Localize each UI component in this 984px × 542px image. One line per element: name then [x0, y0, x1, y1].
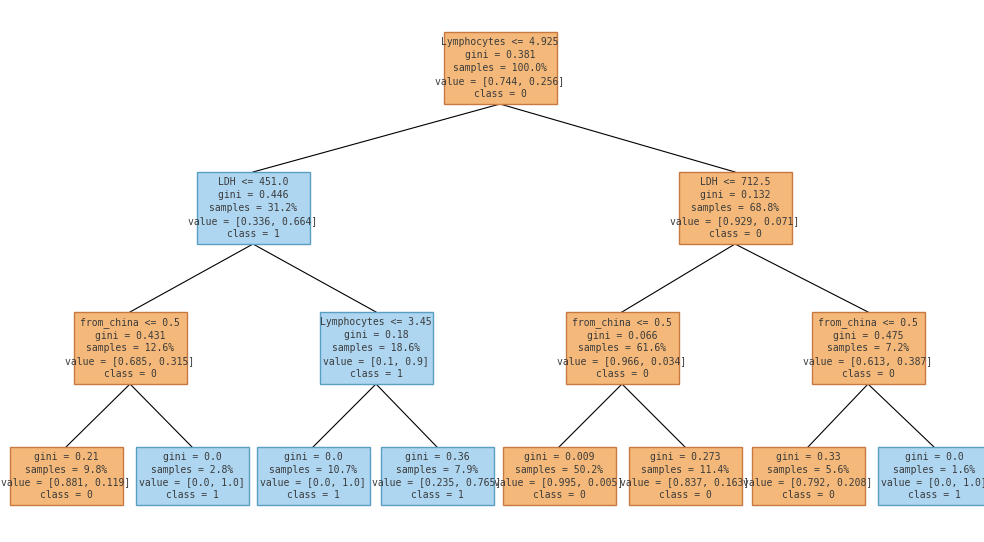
- FancyBboxPatch shape: [10, 447, 122, 505]
- FancyBboxPatch shape: [257, 447, 370, 505]
- Text: Lymphocytes <= 4.925
gini = 0.381
samples = 100.0%
value = [0.744, 0.256]
class : Lymphocytes <= 4.925 gini = 0.381 sample…: [435, 37, 565, 99]
- FancyBboxPatch shape: [197, 172, 310, 244]
- FancyBboxPatch shape: [136, 447, 249, 505]
- Text: gini = 0.0
samples = 10.7%
value = [0.0, 1.0]
class = 1: gini = 0.0 samples = 10.7% value = [0.0,…: [260, 452, 366, 500]
- FancyBboxPatch shape: [566, 312, 679, 384]
- FancyBboxPatch shape: [320, 312, 433, 384]
- Text: from_china <= 0.5
gini = 0.066
samples = 61.6%
value = [0.966, 0.034]
class = 0: from_china <= 0.5 gini = 0.066 samples =…: [557, 317, 687, 379]
- FancyBboxPatch shape: [381, 447, 494, 505]
- FancyBboxPatch shape: [752, 447, 865, 505]
- FancyBboxPatch shape: [878, 447, 984, 505]
- FancyBboxPatch shape: [679, 172, 791, 244]
- Text: gini = 0.273
samples = 11.4%
value = [0.837, 0.163]
class = 0: gini = 0.273 samples = 11.4% value = [0.…: [620, 452, 750, 500]
- FancyBboxPatch shape: [503, 447, 616, 505]
- Text: from_china <= 0.5
gini = 0.475
samples = 7.2%
value = [0.613, 0.387]
class = 0: from_china <= 0.5 gini = 0.475 samples =…: [803, 317, 933, 379]
- Text: gini = 0.36
samples = 7.9%
value = [0.235, 0.765]
class = 1: gini = 0.36 samples = 7.9% value = [0.23…: [372, 452, 502, 500]
- Text: from_china <= 0.5
gini = 0.431
samples = 12.6%
value = [0.685, 0.315]
class = 0: from_china <= 0.5 gini = 0.431 samples =…: [65, 317, 195, 379]
- Text: gini = 0.0
samples = 1.6%
value = [0.0, 1.0]
class = 1: gini = 0.0 samples = 1.6% value = [0.0, …: [881, 452, 984, 500]
- FancyBboxPatch shape: [812, 312, 925, 384]
- Text: Lymphocytes <= 3.45
gini = 0.18
samples = 18.6%
value = [0.1, 0.9]
class = 1: Lymphocytes <= 3.45 gini = 0.18 samples …: [320, 318, 432, 379]
- Text: gini = 0.33
samples = 5.6%
value = [0.792, 0.208]
class = 0: gini = 0.33 samples = 5.6% value = [0.79…: [743, 452, 873, 500]
- FancyBboxPatch shape: [444, 32, 557, 104]
- Text: gini = 0.21
samples = 9.8%
value = [0.881, 0.119]
class = 0: gini = 0.21 samples = 9.8% value = [0.88…: [1, 452, 131, 500]
- Text: gini = 0.009
samples = 50.2%
value = [0.995, 0.005]
class = 0: gini = 0.009 samples = 50.2% value = [0.…: [494, 452, 624, 500]
- Text: LDH <= 451.0
gini = 0.446
samples = 31.2%
value = [0.336, 0.664]
class = 1: LDH <= 451.0 gini = 0.446 samples = 31.2…: [188, 177, 318, 238]
- Text: gini = 0.0
samples = 2.8%
value = [0.0, 1.0]
class = 1: gini = 0.0 samples = 2.8% value = [0.0, …: [139, 452, 245, 500]
- FancyBboxPatch shape: [74, 312, 187, 384]
- Text: LDH <= 712.5
gini = 0.132
samples = 68.8%
value = [0.929, 0.071]
class = 0: LDH <= 712.5 gini = 0.132 samples = 68.8…: [670, 177, 800, 238]
- FancyBboxPatch shape: [629, 447, 742, 505]
